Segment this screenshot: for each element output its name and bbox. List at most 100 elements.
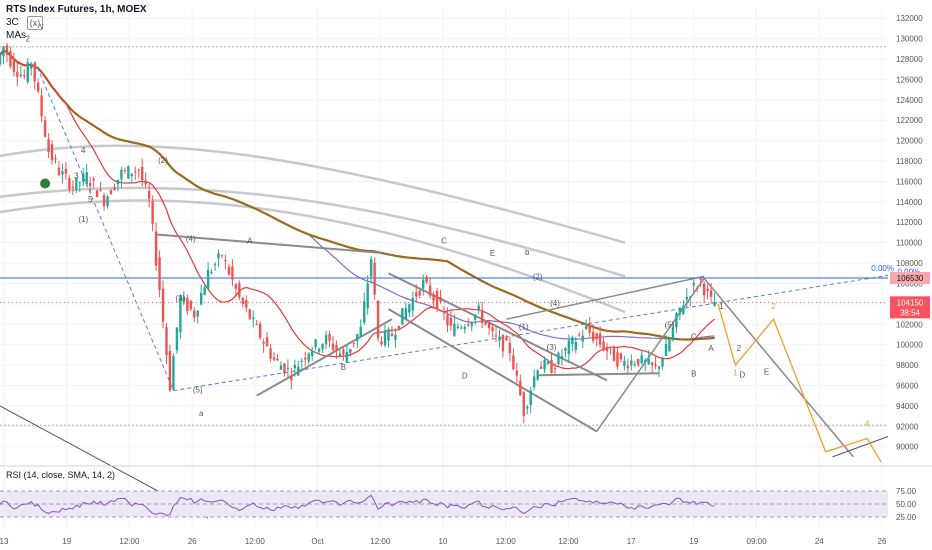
- candle-body: [456, 326, 460, 329]
- candle-body: [480, 310, 484, 324]
- time-tick: 26: [188, 537, 197, 546]
- rsi-tick: 75.00: [896, 487, 917, 496]
- candle-body: [30, 63, 33, 69]
- candle-body: [258, 323, 262, 338]
- candle-body: [26, 62, 29, 83]
- wave-label: (5): [193, 386, 203, 395]
- wave-label: 2: [737, 344, 742, 353]
- candle-body: [713, 302, 716, 307]
- triangle-lower: [256, 318, 393, 397]
- candle-body: [276, 358, 279, 361]
- candle-body: [356, 334, 359, 342]
- candle-body: [113, 187, 116, 190]
- price-tick: 108000: [896, 259, 923, 268]
- time-tick: 09:00: [747, 537, 768, 546]
- wave-label: (2): [158, 156, 168, 165]
- candle-body: [612, 346, 616, 362]
- candle-body: [234, 284, 238, 289]
- candle-body: [165, 327, 168, 356]
- candle-body: [501, 334, 505, 352]
- fib-label: 0.00%: [871, 264, 894, 273]
- rsi-pane: 75.00 50.00 25.00: [0, 465, 932, 522]
- candle-body: [654, 364, 657, 366]
- candle-body: [0, 54, 2, 65]
- candle-body: [304, 357, 307, 360]
- candle-body: [331, 343, 335, 351]
- candle-body: [668, 338, 671, 351]
- wave-label: 4: [81, 146, 86, 155]
- candlesticks: [0, 42, 716, 424]
- candle-body: [474, 314, 477, 320]
- channel-lower: [387, 308, 598, 433]
- candle-body: [61, 171, 64, 175]
- rsi-line: [0, 494, 715, 517]
- wave-label: E: [764, 367, 769, 376]
- candle-body: [460, 327, 463, 329]
- candle-body: [189, 300, 192, 310]
- price-tick: 122000: [896, 116, 923, 125]
- candle-body: [245, 300, 248, 308]
- candle-body: [418, 290, 421, 296]
- candle-body: [123, 170, 127, 172]
- green-marker: [40, 178, 51, 189]
- candle-body: [491, 327, 494, 332]
- candle-body: [9, 51, 12, 67]
- candle-body: [16, 71, 19, 78]
- wave-label: C: [691, 333, 697, 342]
- wave-label: C: [441, 237, 447, 246]
- candle-body: [532, 376, 536, 388]
- candle-body: [435, 290, 439, 309]
- price-tick: 110000: [896, 239, 923, 248]
- candle-body: [373, 262, 376, 295]
- projection-label: 2: [771, 302, 776, 311]
- candle-body: [609, 346, 612, 348]
- channel-upper: [388, 272, 608, 382]
- candle-body: [328, 333, 331, 341]
- wave-label: A: [708, 344, 714, 353]
- candle-body: [186, 297, 189, 312]
- candle-body: [203, 287, 206, 296]
- time-tick: 10: [439, 537, 448, 546]
- wave-label: D: [462, 371, 468, 380]
- projection-label: 4: [865, 419, 870, 428]
- candle-body: [283, 363, 286, 374]
- price-tick: 120000: [896, 137, 923, 146]
- candle-body: [345, 352, 349, 363]
- mas-label[interactable]: MAs: [6, 30, 26, 41]
- wave-label: (1): [519, 322, 529, 331]
- candle-body: [706, 288, 709, 291]
- wave-label: 0.00%: [897, 267, 920, 276]
- candle-body: [595, 333, 598, 340]
- candle-body: [696, 288, 699, 290]
- level-badge-bg: [890, 272, 930, 285]
- candle-body: [390, 333, 394, 336]
- candle-body: [439, 297, 442, 302]
- level-badge: 106530: [897, 274, 924, 283]
- tool-short-label[interactable]: 3C: [6, 17, 19, 28]
- candle-body: [421, 279, 425, 289]
- wave-label: (1): [78, 215, 88, 224]
- projection-label: 1: [733, 368, 738, 377]
- candle-body: [130, 173, 134, 177]
- candle-body: [616, 352, 619, 367]
- tool-box[interactable]: (x): [26, 16, 44, 30]
- candle-body: [64, 168, 68, 174]
- candle-body: [23, 75, 26, 77]
- candle-body: [43, 120, 47, 137]
- candle-body: [536, 370, 539, 380]
- price-tick: 126000: [896, 75, 923, 84]
- rsi-label[interactable]: RSI (14, close, SMA, 14, 2): [6, 470, 116, 480]
- wave-label: B: [341, 363, 346, 372]
- last-price-bg: [890, 296, 930, 319]
- price-tick: 128000: [896, 55, 923, 64]
- ma-brown: [0, 49, 715, 341]
- candle-body: [463, 326, 467, 330]
- candle-body: [581, 335, 584, 342]
- symbol-title[interactable]: RTS Index Futures, 1h, MOEX: [6, 4, 147, 15]
- projection-path: 1 2 4: [717, 302, 882, 463]
- candle-body: [487, 322, 491, 329]
- candle-body: [196, 310, 199, 317]
- candle-body: [352, 342, 356, 344]
